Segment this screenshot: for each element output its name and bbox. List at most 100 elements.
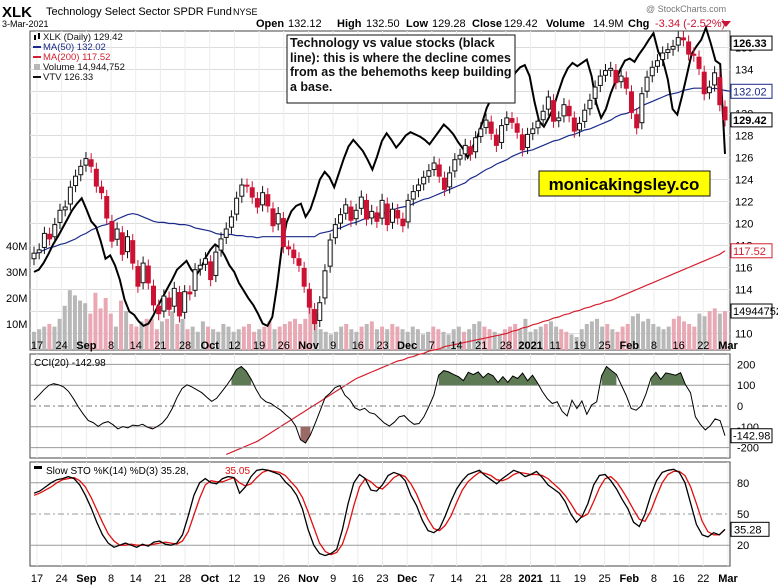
candle-up	[504, 117, 510, 125]
candle-up	[62, 206, 68, 211]
volume-bar	[697, 313, 702, 350]
sto-tick-label: 80	[737, 478, 749, 490]
volume-bar	[641, 321, 646, 350]
sto-tick-label: 50	[737, 509, 749, 521]
site-tag	[538, 170, 711, 197]
volume-bar	[206, 326, 211, 350]
candle-down	[166, 297, 172, 310]
candle-up	[182, 291, 188, 313]
volume-bar	[661, 329, 666, 350]
close-label: Close	[472, 18, 502, 30]
candle-up	[670, 45, 676, 50]
x-axis-label-price: 28	[500, 340, 512, 352]
x-axis-label-bottom: 8	[108, 573, 114, 585]
volume-bar	[656, 326, 661, 350]
volume-bar	[682, 321, 687, 350]
x-axis-label-bottom: Feb	[620, 573, 640, 585]
volume-bar	[149, 318, 154, 350]
volume-value: 14.9M	[593, 18, 624, 30]
volume-bar	[37, 329, 42, 350]
volume-bar	[467, 329, 472, 350]
x-axis-label-bottom: 14	[450, 573, 462, 585]
candle-up	[317, 302, 323, 321]
candle-down	[176, 292, 182, 317]
x-axis-label-bottom: 16	[352, 573, 364, 585]
candle-up	[338, 214, 344, 224]
x-axis-label-bottom: 12	[228, 573, 240, 585]
open-label: Open	[256, 18, 284, 30]
volume-bar	[180, 318, 185, 350]
candle-down	[291, 249, 297, 259]
volume-tick-label: 20M	[6, 293, 27, 305]
volume-bar	[446, 334, 451, 350]
x-axis-label-price: 16	[352, 340, 364, 352]
volume-bar	[461, 331, 466, 350]
candle-down	[696, 56, 702, 69]
sto-tag: 35.28	[734, 524, 762, 536]
open-value: 132.12	[288, 18, 322, 30]
candle-up	[660, 52, 666, 61]
volume-bar	[595, 318, 600, 350]
cci-title: CCI(20) -142.98	[34, 358, 106, 369]
volume-bar	[600, 326, 605, 350]
candle-down	[47, 233, 53, 240]
x-axis-label-price: 16	[673, 340, 685, 352]
x-axis-label-bottom: 21	[154, 573, 166, 585]
volume-bar	[287, 321, 292, 350]
volume-bar	[702, 316, 707, 350]
volume-bar	[712, 308, 717, 350]
x-axis-label-price: Feb	[620, 340, 640, 352]
candle-down	[364, 199, 370, 220]
volume-bar	[589, 321, 594, 350]
low-value: 129.28	[432, 18, 466, 30]
x-axis-label-price: 7	[429, 340, 435, 352]
price-tick-label: 124	[735, 175, 753, 187]
x-axis-label-price: 14	[450, 340, 462, 352]
volume-bar	[666, 326, 671, 350]
ma200-tag-box	[730, 243, 773, 259]
x-axis-label-bottom: 16	[673, 573, 685, 585]
candle-down	[286, 246, 292, 250]
x-axis-label-bottom: 19	[253, 573, 265, 585]
candle-up	[218, 238, 224, 251]
candle-up	[343, 204, 349, 214]
volume-bar	[72, 295, 77, 350]
sto-series	[30, 468, 730, 557]
candle-legend-icon	[34, 33, 40, 40]
candle-up	[592, 86, 598, 99]
volume-bar	[175, 324, 180, 350]
candle-down	[691, 53, 697, 56]
candle-up	[603, 70, 609, 76]
candle-up	[499, 125, 505, 143]
candle-up	[649, 66, 655, 77]
x-axis-label-bottom: 7	[429, 573, 435, 585]
x-axis-label-bottom: 11	[550, 573, 561, 585]
candle-up	[358, 196, 364, 209]
close-value: 129.42	[504, 18, 538, 30]
candle-up	[415, 184, 421, 192]
volume-legend-icon	[34, 64, 40, 70]
legend-item: XLK (Daily) 129.42	[43, 32, 123, 43]
candle-up	[171, 287, 177, 307]
candle-down	[519, 134, 525, 151]
candle-down	[150, 285, 156, 306]
volume-bar	[405, 331, 410, 350]
volume-bar	[78, 300, 83, 350]
volume-bar	[374, 329, 379, 350]
volume-bar	[252, 331, 257, 350]
volume-bar	[200, 321, 205, 350]
volume-bar	[472, 324, 477, 350]
candle-down	[104, 195, 110, 219]
x-axis-label-price: 23	[376, 340, 388, 352]
legend-item: MA(200) 117.52	[43, 52, 110, 63]
candle-up	[83, 158, 89, 166]
candle-up	[114, 228, 120, 240]
candle-down	[628, 91, 634, 113]
x-axis-label-price: 28	[179, 340, 191, 352]
candle-up	[712, 72, 718, 86]
candle-up	[665, 49, 671, 54]
candle-down	[395, 210, 401, 219]
volume-bar	[144, 318, 149, 350]
candle-down	[306, 288, 312, 308]
